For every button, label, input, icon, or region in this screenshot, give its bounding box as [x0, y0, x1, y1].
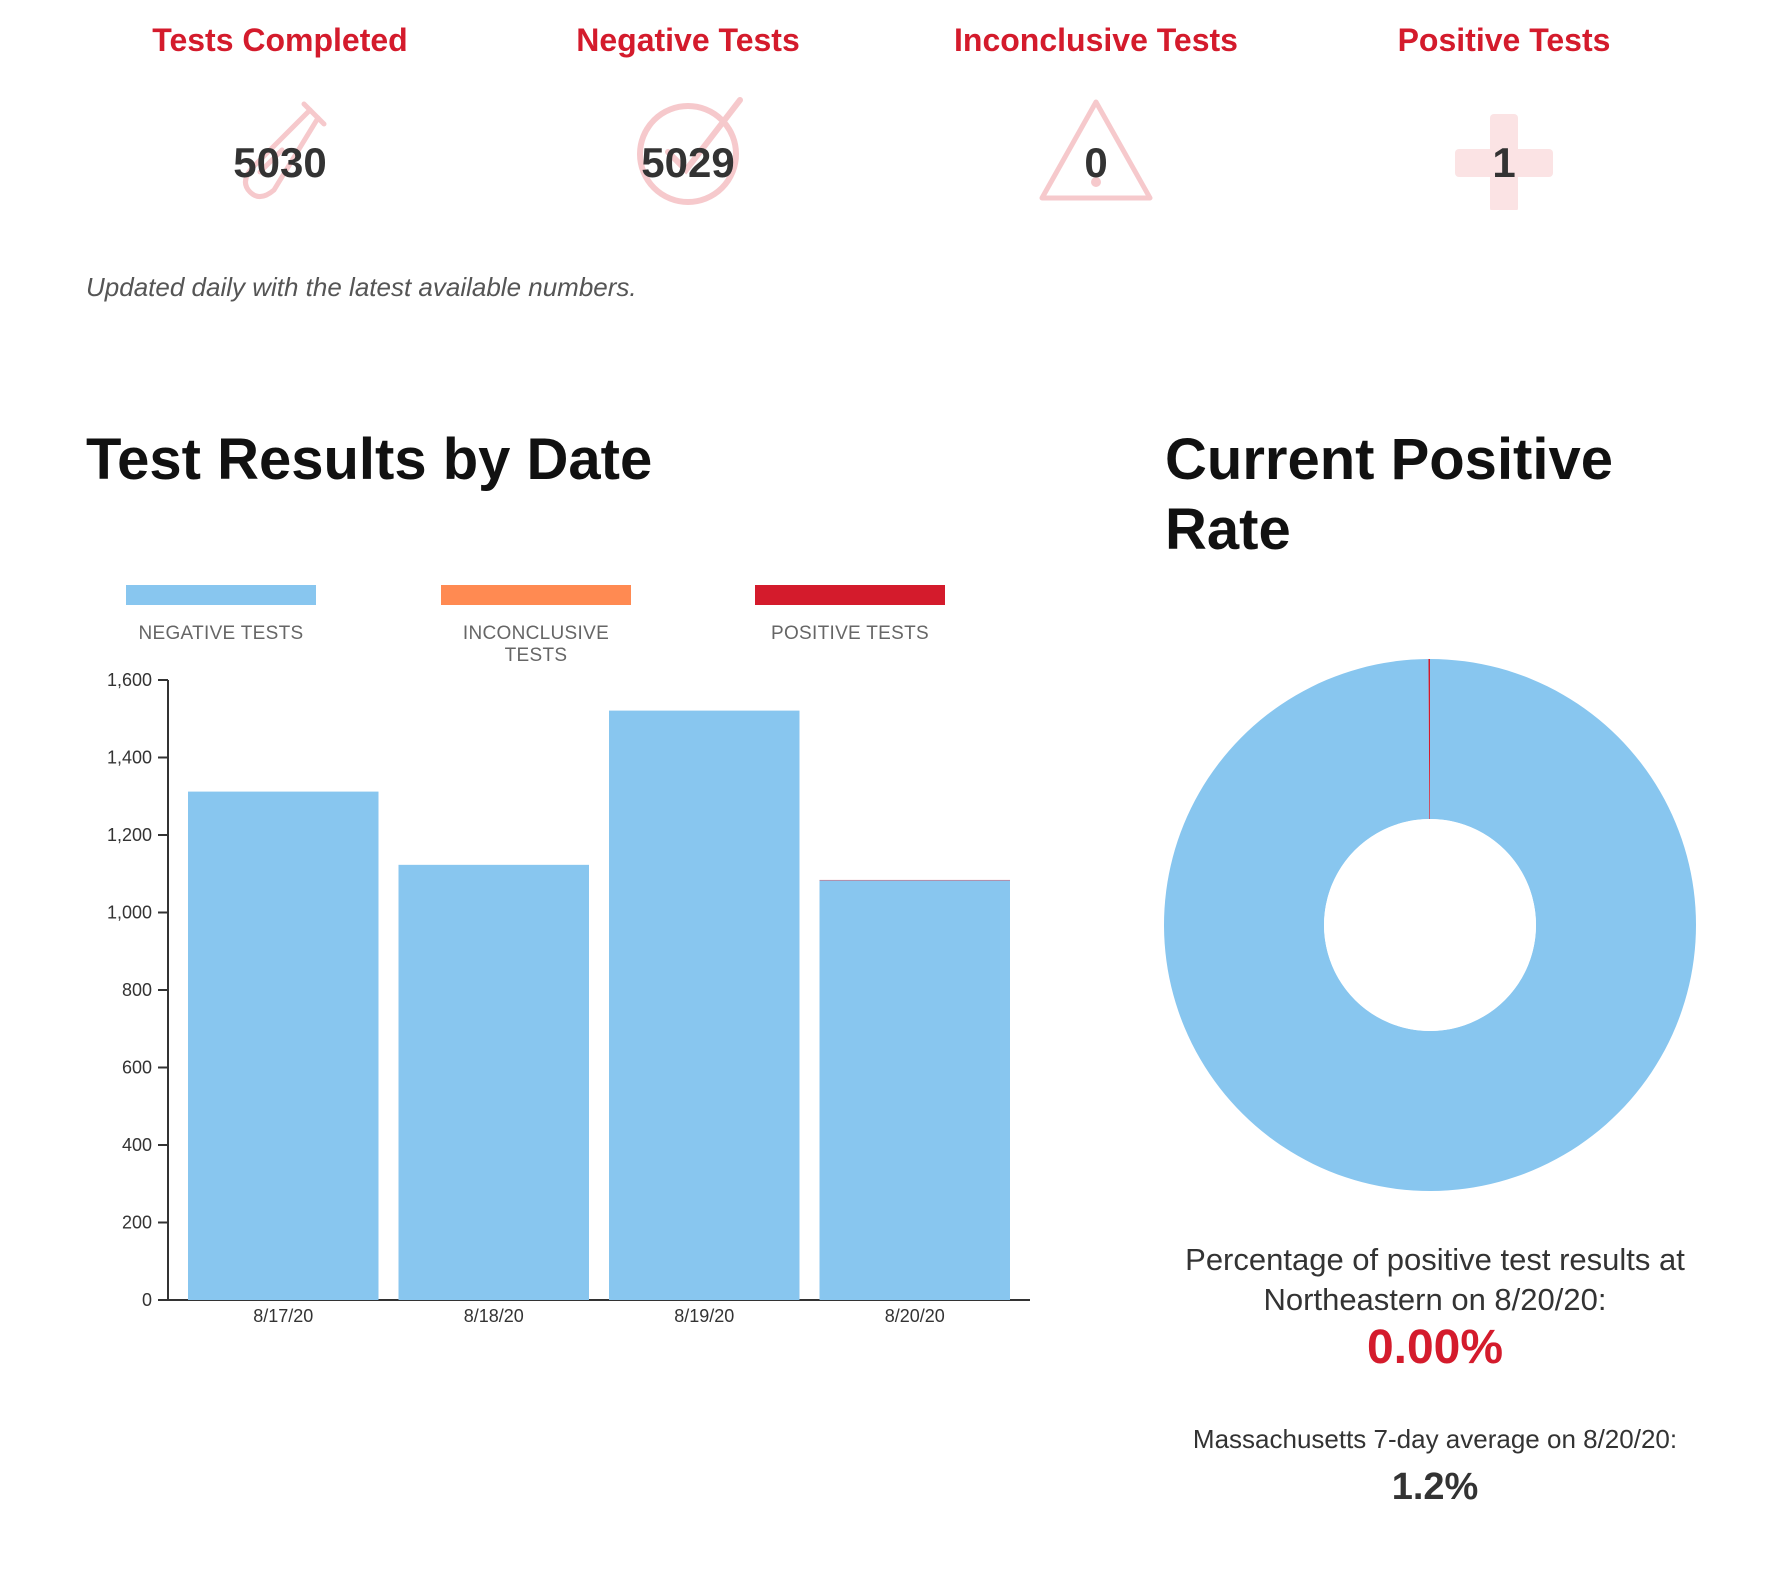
- legend-label: POSITIVE TESTS: [771, 623, 929, 644]
- x-tick-label: 8/18/20: [464, 1306, 524, 1326]
- stat-label: Negative Tests: [576, 22, 800, 58]
- donut-slice-negative[interactable]: [1164, 659, 1696, 1191]
- donut-hole: [1324, 819, 1536, 1031]
- legend-label: NEGATIVE TESTS: [138, 623, 304, 644]
- x-tick-label: 8/17/20: [253, 1306, 313, 1326]
- update-note: Updated daily with the latest available …: [86, 272, 637, 302]
- y-tick-label: 0: [142, 1290, 152, 1310]
- stat-value: 5029: [641, 139, 735, 186]
- y-tick-label: 200: [122, 1213, 152, 1233]
- bar-chart: 0 200 400 600 800 1,000 1,200 1,400 1,600 8/17/20…: [107, 670, 1030, 1326]
- test-tube-icon: [243, 101, 327, 199]
- y-tick-label: 1,200: [107, 825, 152, 845]
- stat-label: Positive Tests: [1397, 22, 1611, 58]
- check-circle-icon: [637, 97, 743, 205]
- legend-label: INCONCLUSIVE TESTS: [462, 623, 610, 666]
- plus-cross-icon: [1455, 114, 1553, 210]
- stat-value: 1: [1492, 139, 1516, 186]
- y-tick-label: 800: [122, 980, 152, 1000]
- stat-inconclusive-tests: Inconclusive Tests 0: [886, 20, 1306, 250]
- stat-label: Inconclusive Tests: [954, 22, 1238, 58]
- stat-value: 5030: [233, 139, 327, 186]
- bar-negative-tests[interactable]: [819, 880, 1011, 1300]
- bar-chart-title: Test Results by Date: [86, 427, 653, 492]
- stat-positive-tests: Positive Tests 1: [1294, 20, 1714, 250]
- ma-average-value: 1.2%: [1391, 1466, 1479, 1508]
- y-tick-label: 400: [122, 1135, 152, 1155]
- donut-slice-positive[interactable]: [1428, 659, 1430, 820]
- legend-swatch-positive: [755, 585, 945, 605]
- legend-item-positive: POSITIVE TESTS: [755, 585, 945, 645]
- y-tick-label: 1,600: [107, 670, 152, 690]
- legend-swatch-negative: [126, 585, 316, 605]
- stats-row: Tests Completed 5030 Negative Tests 5029…: [0, 0, 1790, 260]
- stat-label: Tests Completed: [152, 22, 408, 58]
- stat-tests-completed: Tests Completed 5030: [70, 20, 490, 250]
- stat-value: 0: [1084, 139, 1108, 186]
- y-tick-label: 1,400: [107, 748, 152, 768]
- legend-item-negative: NEGATIVE TESTS: [126, 585, 316, 645]
- stat-negative-tests: Negative Tests 5029: [478, 20, 898, 250]
- x-tick-label: 8/20/20: [885, 1306, 945, 1326]
- warning-triangle-icon: [1039, 99, 1153, 201]
- bar-negative-tests[interactable]: [188, 791, 379, 1300]
- legend-item-inconclusive: INCONCLUSIVE TESTS: [441, 585, 631, 667]
- positive-rate-value: 0.00%: [1366, 1321, 1504, 1374]
- x-tick-label: 8/19/20: [674, 1306, 734, 1326]
- bar-negative-tests[interactable]: [609, 710, 800, 1300]
- ma-average-description: Massachusetts 7-day average on 8/20/20:: [1192, 1424, 1678, 1454]
- positive-rate-title: Current Positive Rate: [1165, 427, 1613, 562]
- positive-rate-description: Percentage of positive test results at N…: [1185, 1242, 1685, 1317]
- y-tick-label: 600: [122, 1058, 152, 1078]
- y-tick-label: 1,000: [107, 903, 152, 923]
- donut-chart: [1164, 659, 1696, 1191]
- bar-chart-legend: NEGATIVE TESTS INCONCLUSIVE TESTS POSITI…: [110, 585, 970, 666]
- bar-negative-tests[interactable]: [398, 864, 590, 1300]
- legend-swatch-inconclusive: [441, 585, 631, 605]
